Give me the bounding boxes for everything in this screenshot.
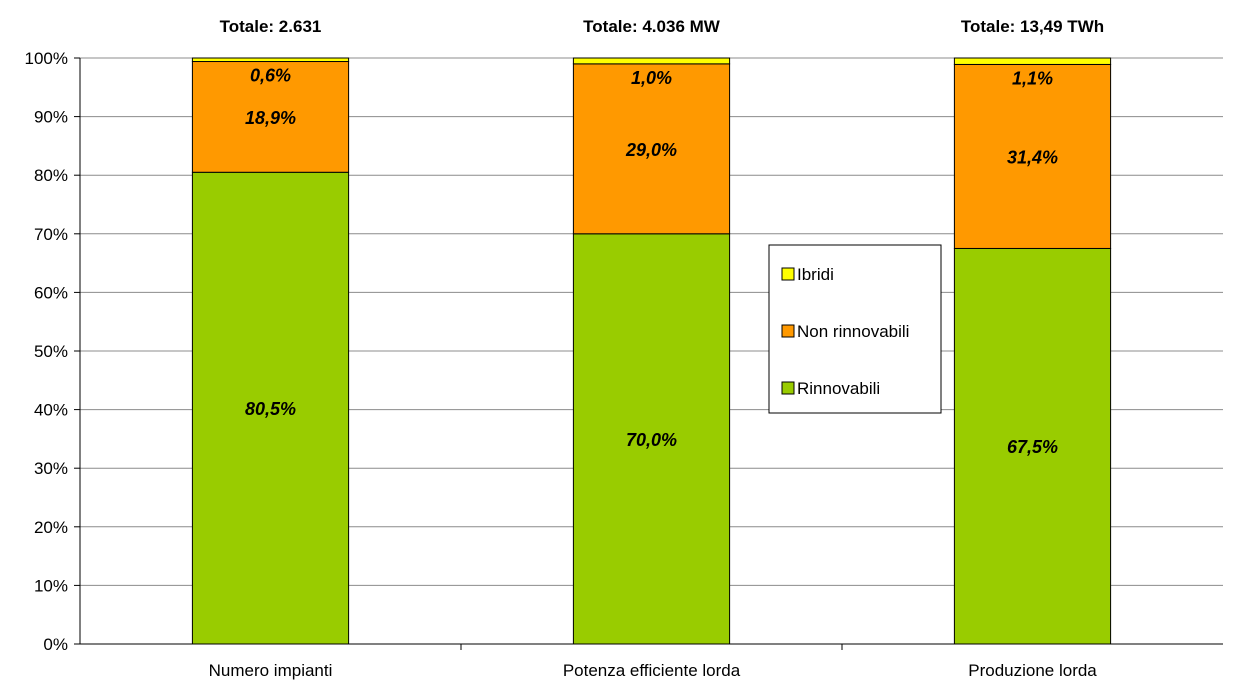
total-label: Totale: 13,49 TWh bbox=[961, 17, 1104, 36]
legend-label: Non rinnovabili bbox=[797, 322, 909, 341]
y-tick-label: 80% bbox=[34, 166, 68, 185]
data-label: 80,5% bbox=[245, 399, 296, 419]
y-tick-label: 60% bbox=[34, 283, 68, 302]
category-label: Potenza efficiente lorda bbox=[563, 661, 741, 680]
data-label: 31,4% bbox=[1007, 147, 1058, 167]
legend-label: Ibridi bbox=[797, 265, 834, 284]
legend-swatch bbox=[781, 324, 795, 338]
labels: 80,5% 18,9% 0,6% Totale: 2.631 Numero impian… bbox=[209, 17, 1105, 680]
y-tick-label: 90% bbox=[34, 108, 68, 127]
y-tick-label: 50% bbox=[34, 342, 68, 361]
y-tick-label: 30% bbox=[34, 459, 68, 478]
bar-segment bbox=[572, 63, 731, 235]
total-label: Totale: 2.631 bbox=[220, 17, 322, 36]
legend-label: Rinnovabili bbox=[797, 379, 880, 398]
total-label: Totale: 4.036 MW bbox=[583, 17, 721, 36]
y-tick-label: 20% bbox=[34, 518, 68, 537]
data-label: 18,9% bbox=[245, 108, 296, 128]
y-tick-label: 100% bbox=[25, 49, 68, 68]
legend-swatch bbox=[781, 267, 795, 281]
data-label: 0,6% bbox=[250, 66, 291, 86]
data-label: 70,0% bbox=[626, 430, 677, 450]
bar-segment bbox=[191, 57, 350, 63]
bars bbox=[191, 57, 1112, 645]
data-label: 1,0% bbox=[631, 68, 672, 88]
category-label: Numero impianti bbox=[209, 661, 333, 680]
bar-segment bbox=[953, 57, 1112, 65]
bar-segment bbox=[953, 247, 1112, 645]
y-tick-label: 70% bbox=[34, 225, 68, 244]
legend-swatch bbox=[781, 381, 795, 395]
legend-box bbox=[768, 244, 942, 414]
data-label: 1,1% bbox=[1012, 68, 1053, 88]
y-tick-label: 40% bbox=[34, 401, 68, 420]
data-label: 29,0% bbox=[625, 140, 677, 160]
bar-segment bbox=[191, 61, 350, 173]
axes: 0% 10% 20% 30% 40% 50% 60% 70% 80% 90% 100% bbox=[25, 49, 1223, 654]
y-tick-label: 0% bbox=[43, 635, 68, 654]
bar-segment bbox=[572, 57, 731, 65]
data-label: 67,5% bbox=[1007, 437, 1058, 457]
legend: Ibridi Non rinnovabili Rinnovabili bbox=[768, 244, 942, 414]
y-tick-label: 10% bbox=[34, 576, 68, 595]
category-label: Produzione lorda bbox=[968, 661, 1097, 680]
